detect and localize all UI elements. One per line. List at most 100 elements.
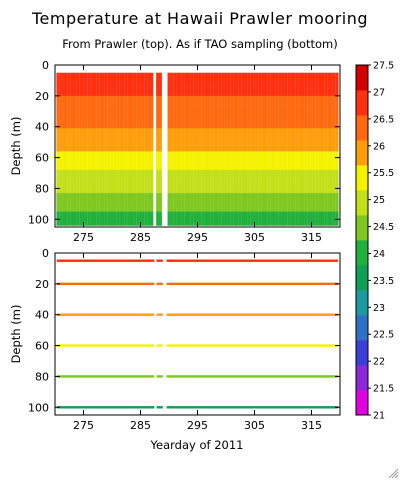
profile-segment — [224, 169, 228, 175]
profile-segment — [198, 72, 202, 78]
x-tick-label: 295 — [187, 419, 208, 432]
profile-segment — [170, 211, 174, 217]
profile-segment — [224, 114, 228, 120]
profile-segment — [287, 137, 291, 143]
profile-segment — [62, 202, 65, 208]
profile-segment — [201, 202, 205, 208]
profile-segment — [267, 183, 271, 189]
profile-segment — [292, 119, 296, 124]
profile-segment — [141, 188, 145, 194]
profile-segment — [159, 109, 162, 115]
profile-segment — [133, 142, 137, 148]
profile-segment — [244, 174, 248, 180]
profile-segment — [207, 123, 211, 129]
profile-segment — [119, 95, 122, 101]
resize-grip-icon[interactable] — [388, 468, 399, 479]
profile-segment — [281, 206, 285, 212]
profile-segment — [133, 202, 137, 208]
profile-segment — [332, 91, 336, 97]
sample-line — [166, 259, 339, 262]
profile-segment — [301, 165, 305, 171]
profile-segment — [327, 114, 331, 120]
profile-segment — [304, 188, 308, 194]
profile-segment — [267, 206, 271, 212]
profile-segment — [204, 128, 208, 134]
profile-segment — [281, 169, 285, 175]
profile-segment — [70, 211, 74, 217]
profile-segment — [104, 81, 108, 87]
profile-segment — [216, 211, 219, 217]
profile-segment — [93, 183, 97, 189]
profile-segment — [116, 81, 120, 87]
profile-segment — [59, 179, 63, 185]
profile-segment — [102, 160, 105, 166]
sample-line — [56, 344, 155, 347]
profile-segment — [235, 206, 239, 212]
profile-segment — [307, 100, 311, 106]
profile-segment — [253, 169, 256, 175]
profile-segment — [173, 105, 177, 111]
profile-segment — [193, 142, 197, 148]
profile-segment — [136, 100, 140, 106]
profile-segment — [181, 216, 185, 222]
profile-segment — [267, 100, 271, 106]
profile-segment — [73, 193, 77, 198]
profile-segment — [330, 165, 333, 171]
profile-segment — [330, 132, 333, 138]
profile-segment — [298, 109, 302, 115]
profile-segment — [264, 132, 268, 138]
profile-segment — [59, 160, 63, 166]
profile-segment — [130, 105, 134, 111]
profile-segment — [255, 132, 259, 138]
profile-segment — [218, 188, 222, 194]
profile-segment — [76, 197, 80, 203]
profile-segment — [292, 105, 296, 111]
profile-segment — [181, 91, 185, 97]
profile-segment — [176, 142, 179, 148]
profile-segment — [136, 160, 140, 166]
profile-segment — [216, 109, 219, 115]
profile-segment — [79, 146, 83, 152]
profile-segment — [307, 77, 311, 83]
profile-segment — [121, 216, 125, 222]
profile-segment — [76, 86, 80, 92]
profile-segment — [221, 193, 225, 198]
profile-segment — [287, 197, 291, 203]
profile-segment — [221, 160, 225, 166]
profile-segment — [241, 81, 245, 87]
profile-segment — [253, 72, 256, 78]
profile-segment — [204, 114, 208, 120]
profile-segment — [110, 193, 114, 198]
profile-segment — [247, 202, 251, 208]
profile-segment — [184, 105, 188, 111]
profile-segment — [133, 211, 137, 217]
profile-segment — [301, 146, 305, 152]
profile-segment — [121, 193, 125, 198]
profile-segment — [332, 188, 336, 194]
profile-segment — [310, 119, 313, 124]
profile-segment — [139, 105, 142, 111]
profile-segment — [139, 114, 142, 120]
profile-segment — [150, 211, 154, 217]
profile-segment — [124, 137, 128, 143]
profile-segment — [335, 109, 339, 115]
profile-segment — [312, 220, 316, 226]
profile-segment — [230, 128, 234, 134]
profile-segment — [110, 169, 114, 175]
profile-segment — [173, 165, 177, 171]
profile-segment — [264, 220, 268, 226]
profile-segment — [238, 206, 242, 212]
profile-segment — [119, 123, 122, 129]
profile-segment — [324, 216, 328, 222]
profile-segment — [84, 105, 88, 111]
profile-segment — [250, 220, 254, 226]
profile-segment — [324, 174, 328, 180]
profile-segment — [270, 211, 274, 217]
profile-segment — [267, 169, 271, 175]
profile-segment — [178, 109, 182, 115]
profile-segment — [76, 119, 80, 124]
profile-segment — [204, 156, 208, 161]
profile-segment — [295, 151, 299, 157]
profile-segment — [241, 156, 245, 161]
profile-segment — [93, 165, 97, 171]
